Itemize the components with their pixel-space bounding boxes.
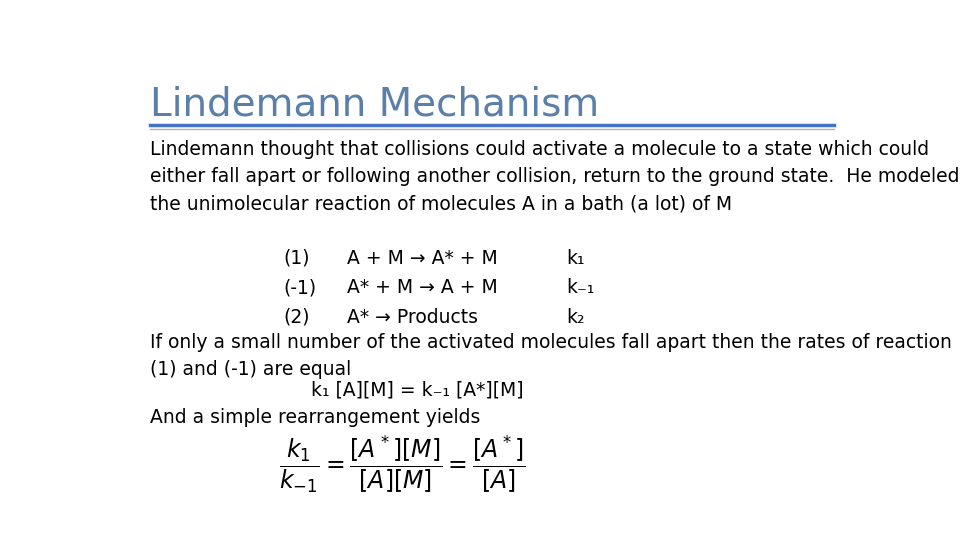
Text: If only a small number of the activated molecules fall apart then the rates of r: If only a small number of the activated … [150, 333, 951, 379]
Text: k₂: k₂ [566, 308, 585, 327]
Text: (2): (2) [284, 308, 310, 327]
Text: k₋₁: k₋₁ [566, 278, 595, 297]
Text: Lindemann Mechanism: Lindemann Mechanism [150, 85, 599, 124]
Text: Lindemann thought that collisions could activate a molecule to a state which cou: Lindemann thought that collisions could … [150, 140, 959, 213]
Text: A* → Products: A* → Products [347, 308, 478, 327]
Text: (1): (1) [284, 248, 310, 268]
Text: $\dfrac{k_1}{k_{-1}} = \dfrac{[A^*][M]}{[A][M]} = \dfrac{[A^*]}{[A]}$: $\dfrac{k_1}{k_{-1}} = \dfrac{[A^*][M]}{… [279, 433, 526, 495]
Text: A* + M → A + M: A* + M → A + M [347, 278, 497, 297]
Text: (-1): (-1) [284, 278, 317, 297]
Text: k₁ [A][M] = k₋₁ [A*][M]: k₁ [A][M] = k₋₁ [A*][M] [311, 381, 524, 400]
Text: k₁: k₁ [566, 248, 585, 268]
Text: And a simple rearrangement yields: And a simple rearrangement yields [150, 408, 480, 427]
Text: A + M → A* + M: A + M → A* + M [347, 248, 497, 268]
